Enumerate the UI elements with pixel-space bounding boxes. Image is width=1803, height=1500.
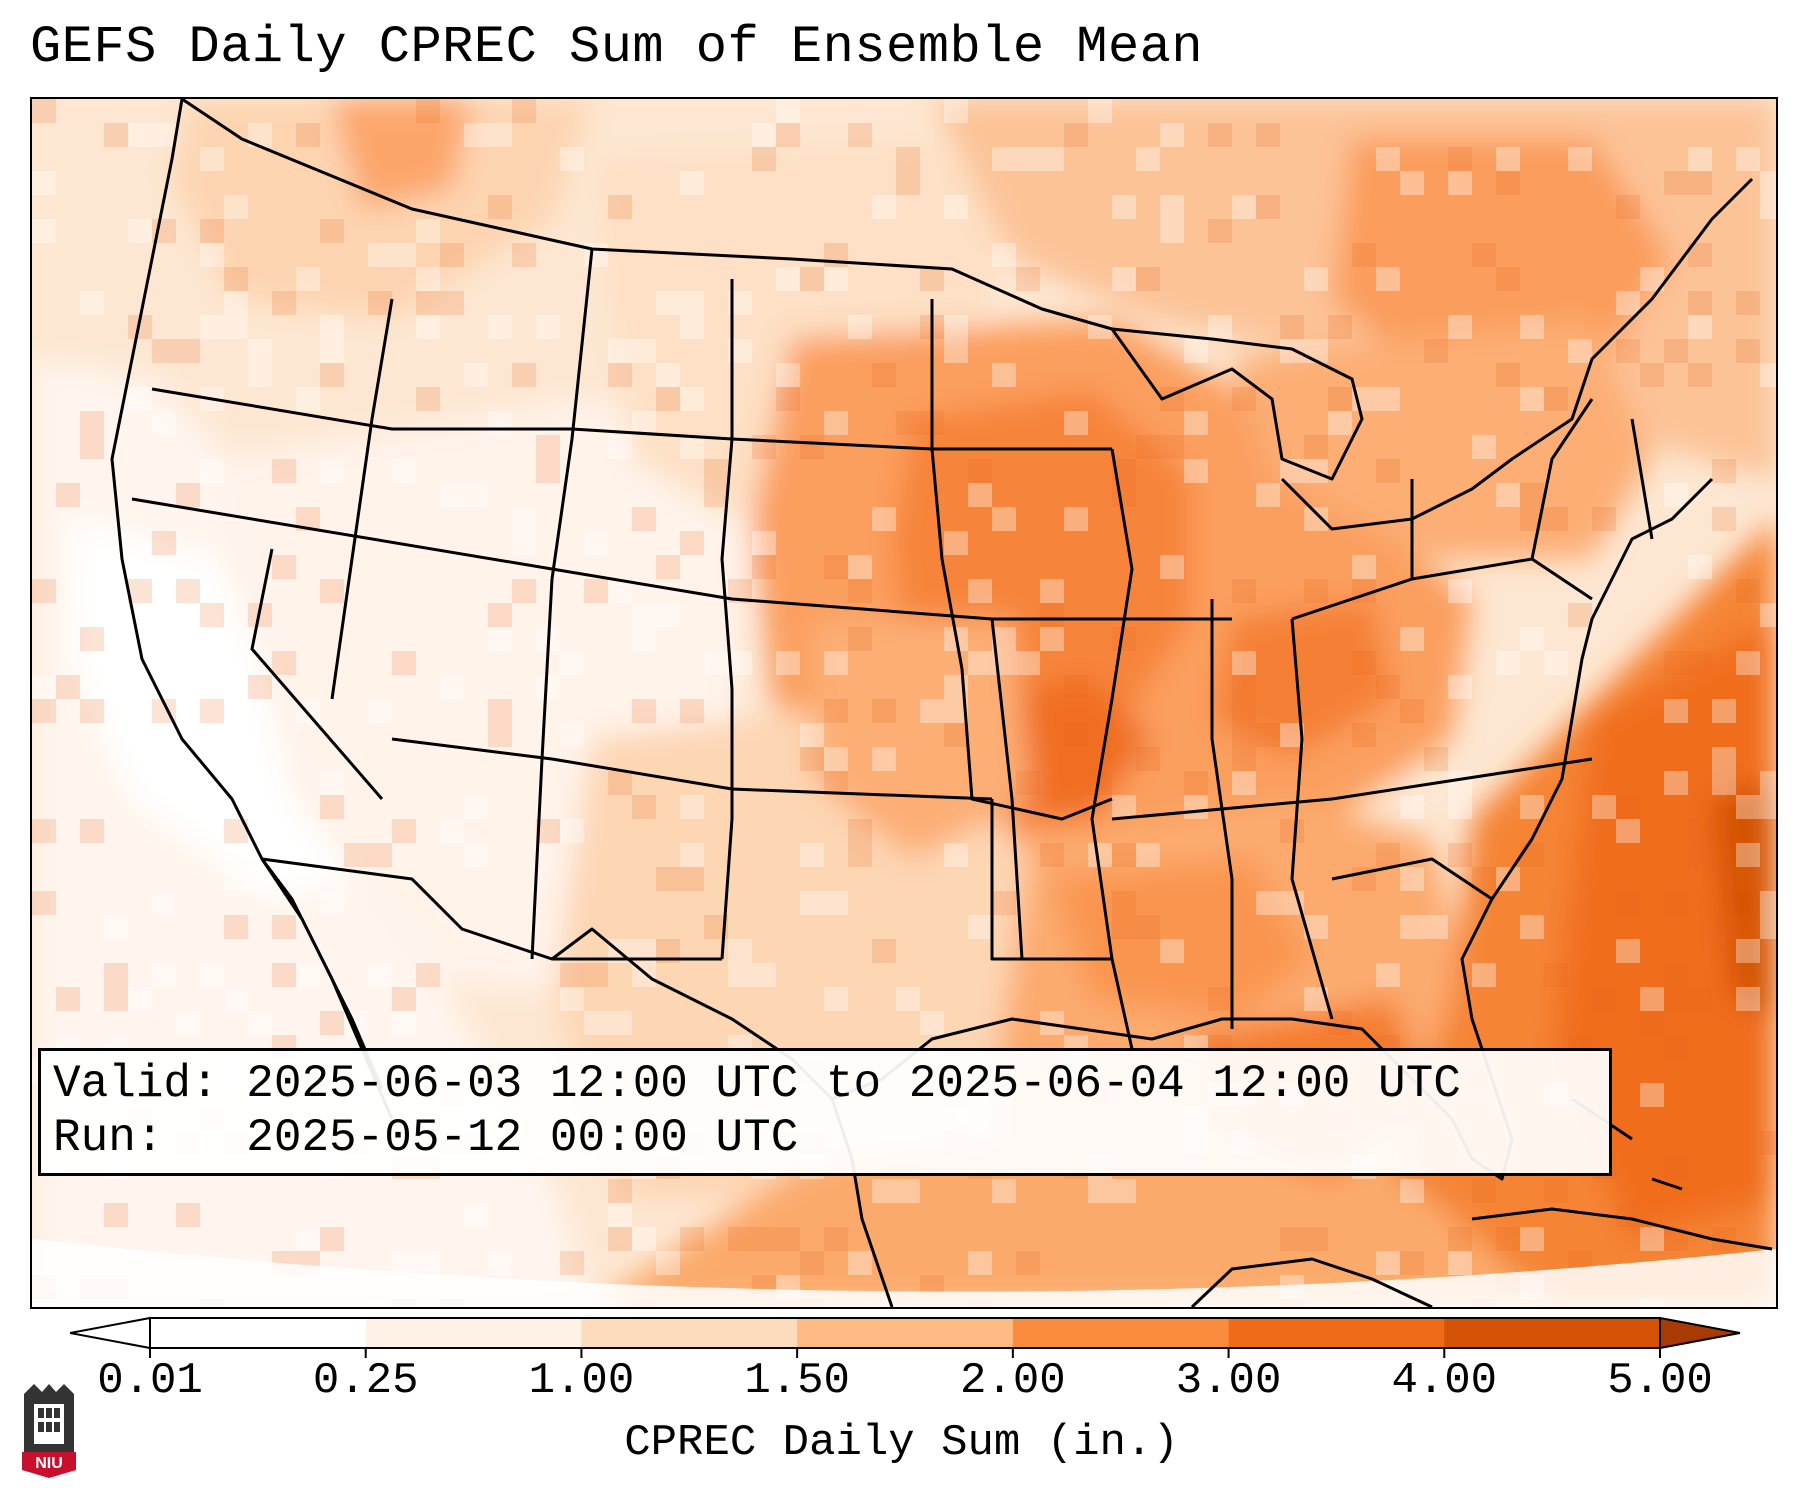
logo-icon: NIU — [22, 1384, 76, 1478]
colorbar-segment — [150, 1318, 367, 1348]
us-mexico-border — [261, 857, 834, 1101]
colorbar-tick-label: 3.00 — [1175, 1356, 1282, 1406]
us-canada-border — [181, 99, 1113, 331]
logo-banner — [22, 1452, 76, 1478]
cuba-coastline — [1471, 1207, 1773, 1251]
colorbar-tick-label: 1.00 — [528, 1356, 635, 1406]
colorbar — [70, 1316, 1741, 1358]
colorbar-segment — [1228, 1318, 1445, 1348]
colorbar-tick-label: 0.25 — [312, 1356, 419, 1406]
info-box: Valid: 2025-06-03 12:00 UTC to 2025-06-0… — [38, 1048, 1612, 1176]
colorbar-outline — [149, 1317, 1661, 1349]
valid-time-line: Valid: 2025-06-03 12:00 UTC to 2025-06-0… — [53, 1058, 1461, 1110]
great-lakes-outline — [1110, 327, 1364, 481]
colorbar-tick-label: 4.00 — [1391, 1356, 1498, 1406]
colorbar-extend-max — [1659, 1316, 1741, 1350]
northeast-border — [1280, 177, 1754, 531]
colorbar-tick-label: 5.00 — [1607, 1356, 1713, 1406]
colorbar-segment — [797, 1318, 1014, 1348]
boundaries — [110, 99, 1773, 1307]
colorbar-segment — [581, 1318, 798, 1348]
colorbar-segment — [1444, 1318, 1661, 1348]
colorbar-label: CPREC Daily Sum (in.) — [624, 1418, 1179, 1468]
logo-text: NIU — [35, 1455, 63, 1472]
run-time-line: Run: 2025-05-12 00:00 UTC — [53, 1112, 799, 1164]
colorbar-tick-label: 0.01 — [97, 1356, 203, 1406]
map-title: GEFS Daily CPREC Sum of Ensemble Mean — [30, 18, 1204, 77]
yucatan-coastline — [1190, 1257, 1433, 1307]
colorbar-tick-label: 2.00 — [960, 1356, 1066, 1406]
colorbar-extend-min — [70, 1316, 151, 1350]
domain-edge — [32, 1239, 1776, 1307]
colorbar-segment — [365, 1318, 582, 1348]
colorbar-tick-label: 1.50 — [744, 1356, 850, 1406]
colorbar-segment — [1012, 1318, 1230, 1348]
